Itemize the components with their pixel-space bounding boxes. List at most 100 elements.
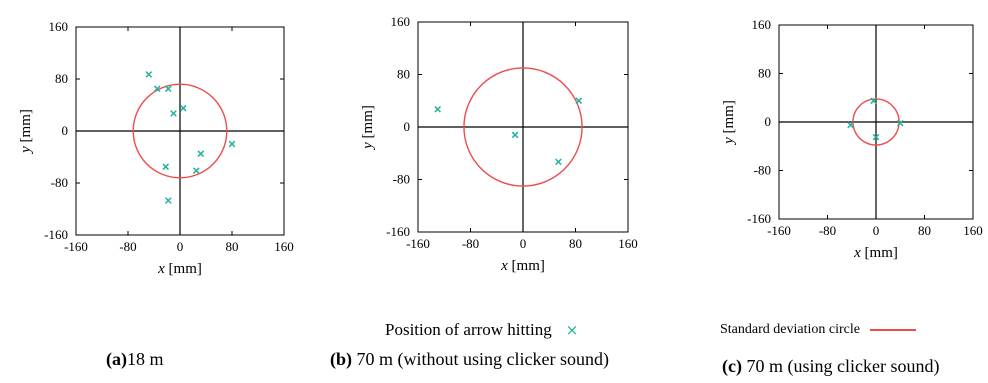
hit-point-stroke: [164, 85, 172, 93]
caption-a-letter: (a): [106, 349, 127, 369]
hit-point-marker: [228, 140, 236, 148]
x-tick-label: 80: [226, 239, 239, 254]
hit-point-stroke: [164, 197, 172, 204]
y-tick-label: 80: [758, 66, 771, 81]
caption-b: (b) 70 m (without using clicker sound): [330, 349, 609, 370]
x-tick-label: 160: [963, 223, 983, 238]
hit-point-marker: [153, 85, 161, 93]
y-axis-unit: [mm]: [721, 100, 737, 137]
y-tick-label: -80: [754, 163, 771, 178]
caption-c: (c) 70 m (using clicker sound): [722, 356, 939, 377]
y-axis-variable: y: [360, 142, 376, 151]
x-axis-unit: [mm]: [861, 245, 898, 261]
y-axis-unit: [mm]: [360, 105, 376, 142]
std-deviation-circle: [463, 67, 583, 187]
hit-point-marker: [162, 163, 170, 171]
y-axis-label: y [mm]: [721, 100, 737, 146]
y-tick-label: 160: [752, 17, 772, 32]
y-tick-label: 80: [55, 71, 68, 86]
hit-point-marker: [192, 167, 200, 174]
hit-point-stroke: [575, 97, 583, 105]
x-tick-label: 80: [569, 236, 582, 251]
hit-point-stroke: [228, 140, 236, 148]
x-tick-label: 0: [520, 236, 527, 251]
hit-point-marker: [170, 110, 177, 117]
hit-point-stroke: [847, 121, 854, 129]
y-tick-label: 0: [62, 123, 69, 138]
y-axis-variable: y: [18, 146, 34, 155]
hit-point-marker: [872, 133, 880, 141]
x-tick-label: 0: [177, 239, 184, 254]
x-axis-unit: [mm]: [508, 258, 545, 274]
hit-point-stroke: [162, 163, 170, 171]
x-axis-label: x [mm]: [853, 245, 898, 261]
y-axis-variable: y: [721, 137, 737, 146]
hit-point-marker: [197, 150, 205, 158]
hit-point-stroke: [170, 110, 177, 117]
y-axis-unit: [mm]: [18, 109, 34, 146]
hit-point-marker: [575, 97, 583, 105]
x-axis-unit: [mm]: [165, 261, 202, 277]
hit-point-stroke: [179, 104, 187, 112]
caption-c-text: 70 m (using clicker sound): [741, 356, 940, 376]
y-tick-label: 0: [404, 119, 411, 134]
caption-a-text: 18 m: [127, 349, 164, 369]
hit-point-marker: [511, 131, 519, 139]
legend-circle-label: Standard deviation circle: [720, 322, 860, 337]
legend-points-label: Position of arrow hitting: [385, 320, 552, 339]
legend-points-marker: ×: [565, 321, 579, 339]
x-tick-label: 0: [873, 223, 880, 238]
y-tick-label: -160: [747, 211, 771, 226]
legend-circle-line: [869, 329, 916, 331]
y-tick-label: 160: [49, 19, 69, 34]
y-tick-label: 80: [397, 67, 410, 82]
caption-a: (a)18 m: [106, 349, 164, 370]
x-axis-label: x [mm]: [157, 261, 202, 277]
hit-point-marker: [555, 158, 562, 166]
x-tick-label: -160: [406, 236, 430, 251]
x-tick-label: 160: [618, 236, 638, 251]
y-tick-label: 0: [765, 114, 772, 129]
hit-point-stroke: [555, 158, 562, 166]
y-tick-label: 160: [391, 14, 411, 29]
caption-b-letter: (b): [330, 349, 352, 369]
hit-point-marker: [164, 197, 172, 204]
hit-point-marker: [870, 97, 877, 105]
y-tick-label: -160: [44, 227, 68, 242]
x-axis-label: x [mm]: [500, 258, 545, 274]
hit-point-marker: [847, 121, 854, 129]
hit-point-marker: [145, 71, 153, 78]
x-tick-label: -160: [767, 223, 791, 238]
hit-point-stroke: [872, 133, 880, 141]
caption-b-text: 70 m (without using clicker sound): [352, 349, 609, 369]
y-tick-label: -80: [393, 172, 410, 187]
y-tick-label: -160: [386, 224, 410, 239]
x-tick-label: -80: [119, 239, 136, 254]
legend-points: Position of arrow hitting ×: [385, 320, 578, 340]
y-tick-label: -80: [51, 175, 68, 190]
x-tick-label: 80: [918, 223, 931, 238]
hit-point-stroke: [145, 71, 153, 78]
hit-point-marker: [896, 119, 904, 127]
hit-point-marker: [434, 105, 442, 113]
std-deviation-circle: [132, 83, 228, 179]
hit-point-stroke: [511, 131, 519, 139]
y-axis-label: y [mm]: [18, 109, 34, 155]
x-tick-label: -80: [462, 236, 479, 251]
hit-point-stroke: [434, 105, 442, 113]
x-axis-variable: x: [157, 261, 165, 277]
x-axis-variable: x: [853, 245, 861, 261]
x-tick-label: -160: [64, 239, 88, 254]
x-tick-label: 160: [274, 239, 294, 254]
hit-point-stroke: [153, 85, 161, 93]
hit-point-stroke: [192, 167, 200, 174]
caption-c-letter: (c): [722, 356, 742, 376]
x-axis-variable: x: [500, 258, 508, 274]
hit-point-stroke: [197, 150, 205, 158]
x-tick-label: -80: [819, 223, 836, 238]
hit-point-marker: [164, 85, 172, 93]
